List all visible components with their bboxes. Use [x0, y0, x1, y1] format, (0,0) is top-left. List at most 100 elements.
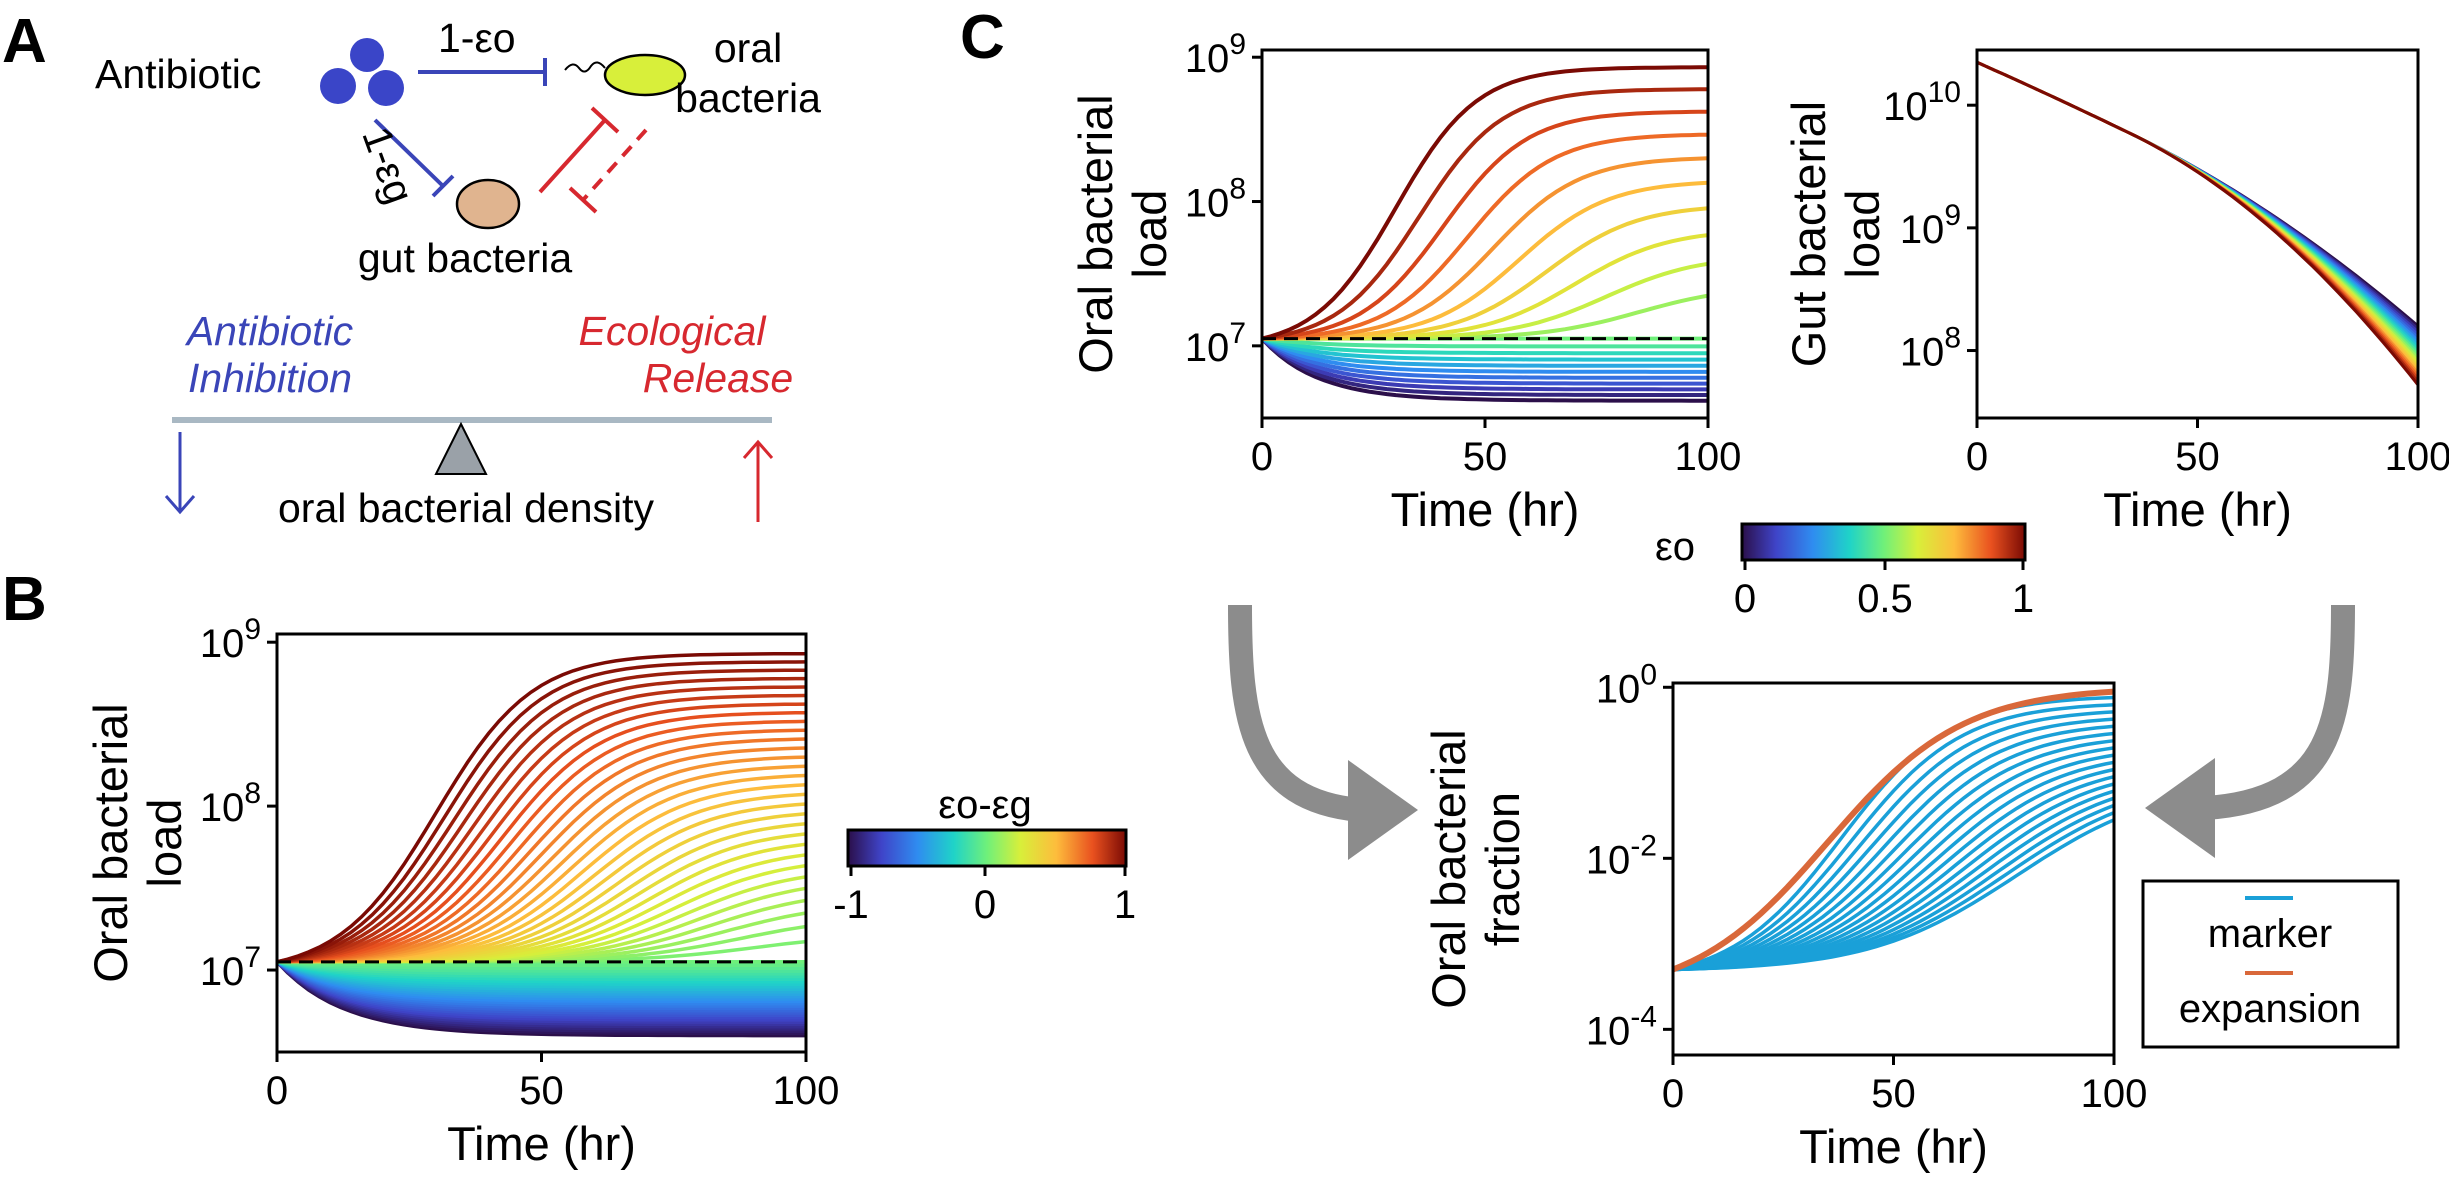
chart-c-gut-series-11 — [1976, 60, 2420, 360]
chart-c-fraction-ylabel-1: Oral bacterial — [1422, 729, 1475, 1009]
chart-c-fraction-ylabel-2: fraction — [1476, 792, 1529, 946]
fulcrum-icon — [434, 421, 488, 475]
panel-letter-a: A — [2, 7, 47, 76]
chart-b-series-24 — [276, 960, 806, 981]
gut-label: gut bacteria — [358, 235, 572, 281]
chart-c-oral-frame — [1260, 48, 1710, 420]
chart-b-xlabel: Time (hr) — [447, 1117, 636, 1170]
chart-b-ylabel-1: Oral bacterial — [84, 703, 137, 983]
chart-c-gut-series-19 — [1976, 60, 2420, 383]
chart-c-oral-ylabel-2: load — [1123, 190, 1176, 279]
edge-label-oral: 1-εo — [438, 15, 516, 61]
chart-c-gut-ytick-exp-2: 10 — [1928, 76, 1961, 109]
chart-c-oral-series-20 — [1261, 65, 1708, 341]
chart-c-gut-ytick-base-2: 10 — [1883, 85, 1928, 129]
legend-expansion-label: expansion — [2179, 987, 2361, 1031]
chart-c-gut-xlabel: Time (hr) — [2103, 483, 2292, 536]
chart-c-fraction-marker-series-14 — [1672, 717, 2115, 972]
chart-c-oral-ytick-label-2: 109 — [1185, 28, 1246, 81]
colorbar-b-bar — [846, 828, 1128, 868]
density-label: oral bacterial density — [278, 485, 655, 531]
colorbar-c-label: εo — [1655, 525, 1695, 569]
edge-label-oral-text: 1-εo — [438, 15, 516, 61]
chart-c-oral-ylabel-1: Oral bacterial — [1069, 94, 1122, 374]
legend-marker-label: marker — [2208, 912, 2332, 956]
chart-c-gut-series-10 — [1976, 60, 2420, 357]
chart-b-series-25 — [276, 960, 806, 979]
chart-c-oral-series-1 — [1260, 337, 1708, 397]
chart-b-series-58 — [276, 668, 807, 964]
chart-b-series-60 — [276, 651, 806, 964]
antibiotic-icon — [320, 38, 404, 106]
chart-c-fraction-ytick-base-2: 10 — [1596, 667, 1641, 711]
chart-b-series-56 — [276, 685, 807, 964]
chart-c-gut-series-12 — [1976, 60, 2420, 363]
chart-c-fraction-ytick-label-0: 10-4 — [1586, 1000, 1657, 1053]
chart-b-series-55 — [276, 693, 807, 964]
chart-c-oral-ytick-base-2: 10 — [1185, 37, 1230, 81]
chart-b-ytick-label-1: 108 — [200, 777, 261, 830]
chart-b-series-59 — [276, 660, 807, 964]
oral-bacteria-icon — [564, 53, 687, 97]
chart-c-gut-xtick-label-0: 0 — [1966, 435, 1988, 479]
chart-c-oral-series-15 — [1261, 180, 1709, 341]
chart-c-oral-xtick-label-1: 50 — [1463, 435, 1508, 479]
colorbar-b: εo-εg -1 0 1 — [833, 783, 1136, 927]
chart-c-gut-ytick-exp-0: 8 — [1944, 322, 1961, 355]
chart-c-gut-ytick-base-0: 10 — [1900, 331, 1945, 375]
chart-c-oral-series-4 — [1260, 336, 1708, 380]
colorbar-c: εo 0 0.5 1 — [1655, 522, 2034, 621]
chart-c-fraction-xlabel: Time (hr) — [1799, 1120, 1988, 1173]
chart-b-series-21 — [276, 960, 806, 989]
chart-c-oral-series-17 — [1261, 132, 1709, 341]
chart-c-oral-ytick-exp-0: 7 — [1229, 317, 1246, 350]
chart-c-fraction-marker-series-11 — [1672, 738, 2115, 972]
colorbar-c-bar — [1740, 522, 2027, 562]
chart-b-ylabel-2: load — [138, 799, 191, 888]
schematic-panel: A Antibiotic 1-εo oral bacteria 1-εg gut… — [2, 7, 821, 531]
chart-c-gut-ytick-base-1: 10 — [1900, 208, 1945, 252]
release-label-1: Ecological — [579, 308, 768, 354]
chart-c-fraction-marker-series-13 — [1672, 724, 2115, 972]
chart-c-oral-series-18 — [1261, 109, 1709, 341]
chart-b-series-54 — [276, 702, 807, 964]
chart-b-series-20 — [276, 960, 806, 992]
chart-c-oral-series-16 — [1261, 156, 1709, 341]
chart-c-gut-ytick-label-2: 1010 — [1883, 76, 1961, 129]
colorbar-b-tick-max: 1 — [1114, 883, 1136, 927]
chart-c-oral-series-8 — [1261, 336, 1708, 356]
flow-arrow-left — [1228, 604, 1418, 860]
chart-c-gut-xtick-label-2: 100 — [2385, 435, 2449, 479]
chart-c-oral-series-2 — [1260, 337, 1708, 392]
chart-b-ytick-exp-2: 9 — [244, 613, 261, 646]
chart-c-gut-frame — [1975, 48, 2420, 420]
chart-c-oral-ytick-base-1: 10 — [1185, 182, 1230, 226]
chart-b-series-19 — [276, 960, 806, 994]
colorbar-c-tick-min: 0 — [1734, 577, 1756, 621]
chart-c-oral-series-0 — [1260, 337, 1708, 403]
chart-c-fraction-xtick-label-2: 100 — [2081, 1072, 2148, 1116]
chart-c-oral-series-19 — [1261, 87, 1709, 341]
chart-b-ytick-base-2: 10 — [200, 622, 245, 666]
chart-b-ytick-exp-1: 8 — [244, 777, 261, 810]
chart-b-series-51 — [276, 728, 807, 964]
chart-c-oral-series-6 — [1261, 336, 1708, 368]
chart-c-fraction-ytick-exp-0: -4 — [1630, 1000, 1657, 1033]
chart-b-series-16 — [276, 960, 806, 1001]
panel-letter-b: B — [2, 565, 47, 634]
gut-bacteria-icon — [455, 178, 521, 230]
oral-label-1: oral — [714, 25, 782, 71]
chart-c-oral-xtick-label-0: 0 — [1251, 435, 1273, 479]
chart-c-oral-ytick-exp-1: 8 — [1229, 173, 1246, 206]
competition-edges — [538, 106, 648, 214]
chart-c-fraction-ytick-exp-2: 0 — [1640, 658, 1657, 691]
chart-c-gut-series-15 — [1976, 60, 2420, 372]
chart-c-fraction-ytick-exp-1: -2 — [1630, 829, 1657, 862]
chart-c-fraction-xtick-label-0: 0 — [1662, 1072, 1684, 1116]
chart-c-gut-series-13 — [1976, 60, 2420, 366]
chart-b-ytick-label-0: 107 — [200, 941, 261, 994]
